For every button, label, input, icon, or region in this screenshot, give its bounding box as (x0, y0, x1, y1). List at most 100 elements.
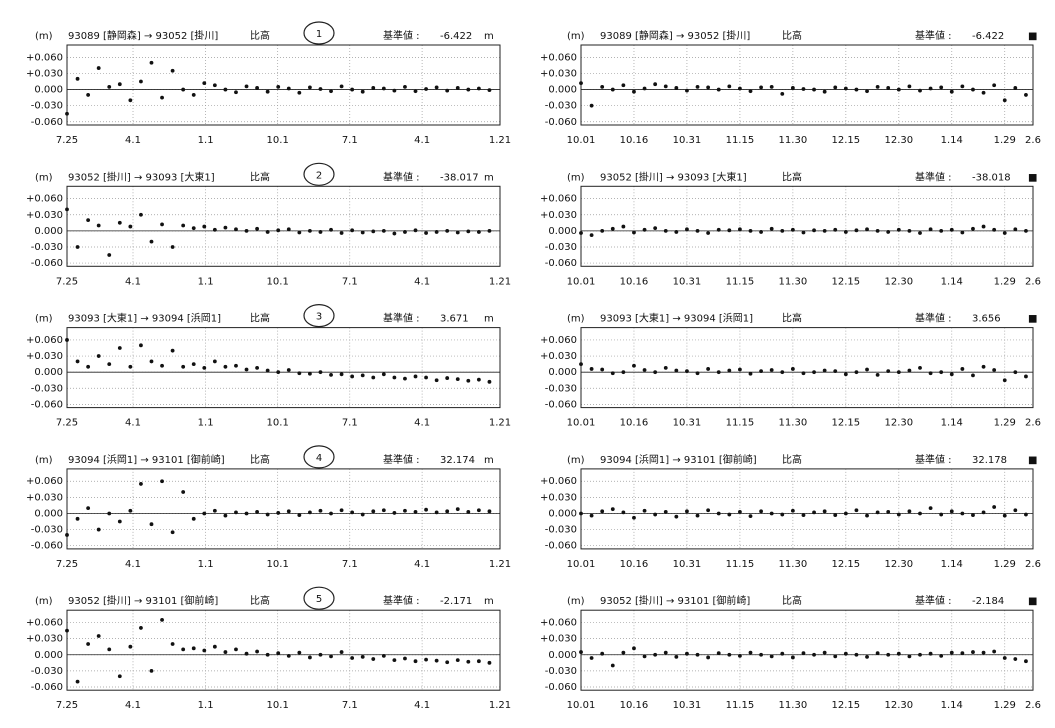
data-point (265, 89, 270, 94)
data-point (170, 68, 175, 73)
data-point (971, 226, 975, 231)
data-point (202, 511, 207, 516)
data-point (371, 375, 376, 380)
unit-label: m (484, 455, 494, 466)
data-point (191, 93, 196, 97)
base-label: 基準値 : (383, 312, 420, 325)
data-point (822, 228, 827, 233)
chart-panel: (m) 93089 [静岡森] → 93052 [掛川] 比高 基準値 : -6.422… (540, 29, 1041, 146)
y-unit: (m) (35, 596, 53, 607)
data-point (801, 87, 806, 91)
data-point (812, 652, 816, 657)
x-tick-label: 1.21 (489, 700, 511, 711)
data-point (875, 228, 880, 233)
y-tick-label: -0.030 (31, 666, 63, 677)
data-point (318, 652, 323, 657)
data-point (223, 513, 228, 518)
chart-title: 93089 [静岡森] → 93052 [掛川] (68, 29, 218, 42)
x-tick-label: 1.29 (994, 276, 1016, 287)
data-point (589, 103, 594, 108)
data-point (86, 93, 91, 97)
data-point (769, 226, 774, 231)
data-point (949, 227, 954, 232)
x-tick-label: 4.1 (125, 700, 141, 711)
y-tick-label: +0.060 (540, 194, 577, 205)
data-point (128, 364, 133, 369)
data-point (476, 508, 481, 513)
x-tick-label: 4.1 (414, 418, 430, 429)
data-point (107, 511, 112, 516)
data-point (191, 226, 196, 231)
y-tick-label: -0.060 (545, 399, 577, 410)
data-point (589, 233, 594, 238)
data-point (907, 509, 912, 514)
data-point (843, 230, 848, 234)
x-tick-label: 2.6 (1025, 418, 1041, 429)
data-point (434, 378, 439, 383)
y-tick-label: 0.000 (548, 85, 577, 96)
data-point (907, 368, 912, 373)
data-point (928, 371, 933, 376)
data-point (181, 223, 186, 228)
data-point (487, 509, 492, 514)
x-tick-label: 7.1 (342, 135, 358, 146)
x-tick-label: 7.25 (56, 418, 78, 429)
data-point (759, 85, 763, 90)
data-point (949, 509, 954, 514)
data-point (716, 651, 721, 656)
data-point (769, 511, 774, 516)
data-point (170, 348, 175, 353)
data-point (600, 228, 605, 233)
data-point (413, 374, 418, 379)
data-point (339, 508, 344, 513)
y-tick-label: 0.000 (548, 367, 577, 378)
data-point (833, 227, 838, 232)
data-point (632, 363, 636, 368)
x-tick-label: 10.1 (267, 276, 289, 287)
x-tick-label: 1.29 (994, 559, 1016, 570)
data-point (212, 359, 217, 364)
data-point (117, 519, 122, 524)
x-tick-label: 10.31 (673, 418, 702, 429)
y-tick-label: +0.060 (26, 52, 63, 63)
x-tick-label: 7.1 (342, 276, 358, 287)
y-tick-label: 0.000 (34, 508, 63, 519)
data-point (960, 230, 965, 235)
x-tick-label: 12.30 (884, 418, 913, 429)
x-tick-label: 1.21 (489, 418, 511, 429)
x-tick-label: 2.6 (1025, 135, 1041, 146)
x-tick-label: 10.1 (267, 418, 289, 429)
data-point (487, 88, 492, 93)
data-point (907, 84, 912, 89)
data-point (695, 84, 700, 89)
data-point (685, 88, 689, 93)
x-tick-label: 7.25 (56, 135, 78, 146)
y-unit: (m) (35, 455, 53, 466)
data-point (476, 86, 481, 91)
data-point (812, 87, 816, 92)
data-point (466, 87, 471, 92)
data-point (674, 86, 679, 90)
data-point (822, 368, 827, 373)
data-point (960, 367, 965, 371)
chart-panel: (m) 93094 [浜岡1] → 93101 [御前崎] 比高 4 基準値 : 32.1… (26, 445, 511, 570)
data-point (685, 369, 689, 373)
data-point (234, 90, 238, 95)
data-point (350, 87, 355, 92)
data-point (790, 508, 795, 513)
data-point (759, 509, 763, 514)
x-tick-label: 7.25 (56, 559, 78, 570)
base-value: -2.184 (972, 596, 1004, 607)
data-point (297, 90, 302, 95)
y-tick-label: -0.060 (545, 117, 577, 128)
data-point (265, 230, 270, 234)
x-tick-label: 10.16 (620, 559, 649, 570)
x-tick-label: 1.14 (941, 559, 963, 570)
data-point (896, 651, 901, 656)
y-tick-label: 0.000 (34, 226, 63, 237)
data-point (318, 230, 323, 234)
data-point (896, 512, 901, 517)
quantity-label: 比高 (782, 170, 802, 183)
data-point (149, 239, 154, 244)
data-point (748, 89, 753, 94)
